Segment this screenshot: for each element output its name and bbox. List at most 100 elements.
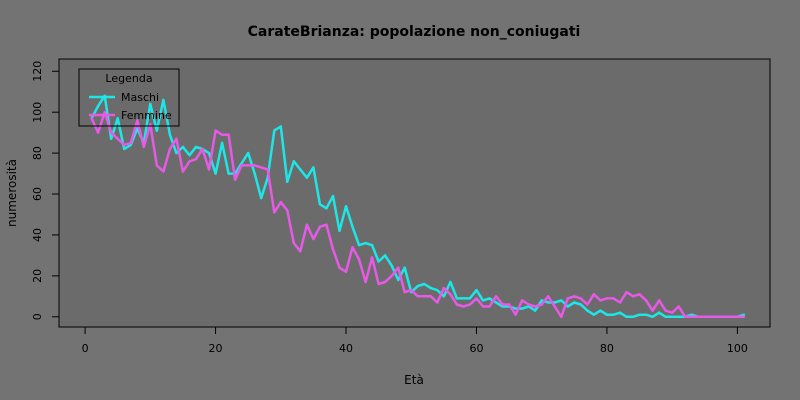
data-point [520,299,524,302]
y-tick-label: 120 [31,61,44,82]
data-point [592,293,596,296]
plot-area [58,58,771,328]
data-point [638,313,641,316]
data-point [370,256,374,259]
data-point [657,311,661,314]
data-point [351,225,354,228]
data-point [331,194,335,198]
data-point [475,288,478,292]
data-point [664,315,667,318]
data-point [488,305,491,308]
data-point [657,299,661,302]
legend-label-femmine: Femmine [121,109,172,122]
data-point [690,315,693,318]
data-point [403,266,406,269]
data-point [312,166,315,169]
y-tick-label: 40 [31,228,44,242]
data-point [481,305,485,308]
data-point [736,315,739,318]
data-point [220,141,224,145]
data-point [260,196,263,200]
data-point [631,295,635,298]
data-point [494,301,498,304]
x-tick-label: 20 [209,342,223,355]
data-point [592,313,596,316]
legend-box [78,68,180,127]
data-point [684,315,687,318]
data-point [416,284,419,288]
data-point [246,164,250,167]
data-point [710,315,713,318]
data-point [703,315,706,318]
data-point [429,295,433,298]
data-point [586,309,589,312]
data-point [449,280,452,284]
data-point [103,110,106,114]
data-point [723,315,726,318]
data-point [305,223,309,226]
data-point [351,246,354,249]
data-point [175,151,178,155]
data-point [214,172,217,175]
data-point [527,303,530,306]
data-point [697,315,700,318]
data-point [677,315,680,318]
data-point [423,295,426,298]
data-point [625,315,628,318]
data-point [573,295,576,298]
data-point [214,129,217,132]
data-point [286,209,289,212]
data-point [442,286,446,290]
data-point [462,305,465,308]
data-point [677,305,680,308]
data-point [116,137,119,140]
data-point [547,301,550,304]
data-point [690,313,693,316]
data-point [175,137,178,140]
data-point [162,98,165,102]
data-point [396,278,400,282]
data-point [312,237,315,241]
data-point [540,299,543,302]
chart-title: CarateBrianza: popolazione non_coniugati [248,24,581,40]
data-point [612,313,615,316]
x-axis: 0 20 40 60 80 100 [82,326,748,355]
data-point [149,102,152,106]
data-point [344,205,348,208]
data-point [299,168,302,171]
data-point [142,145,145,149]
data-point [292,241,296,245]
x-tick-label: 40 [339,342,353,355]
data-point [266,168,269,171]
x-tick-label: 0 [82,342,89,355]
data-point [390,274,393,278]
data-point [423,282,426,286]
data-point [449,293,452,296]
data-point [90,117,93,120]
data-point [116,117,119,120]
data-point [664,309,667,312]
data-point [436,288,439,292]
data-point [155,164,159,167]
data-point [573,301,576,304]
data-point [305,176,309,179]
data-point [533,305,537,308]
data-point [227,133,230,136]
x-axis-label: Età [404,373,424,387]
data-point [194,158,198,161]
data-point [325,207,328,210]
data-point [168,133,172,136]
data-point [494,295,498,298]
data-point [155,129,159,132]
data-point [612,297,615,300]
data-point [273,129,276,132]
data-point [246,151,250,155]
x-tick-label: 100 [727,342,748,355]
data-point [109,137,113,140]
data-point [618,311,622,314]
data-point [325,223,328,226]
data-point [318,203,322,206]
data-point [292,160,296,163]
